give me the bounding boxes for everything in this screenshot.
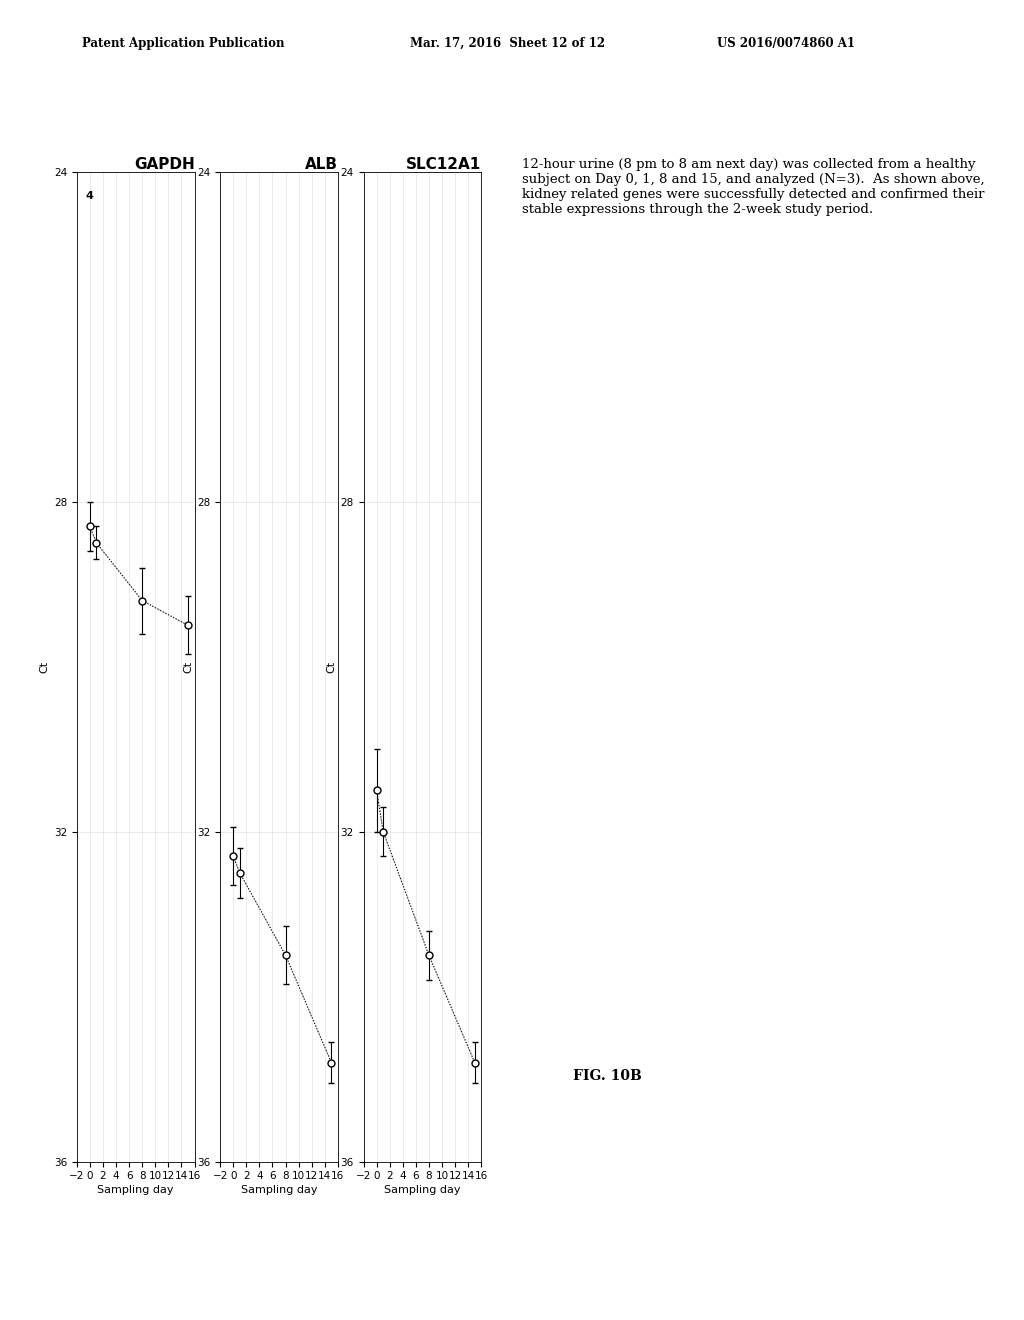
X-axis label: Sampling day: Sampling day	[241, 1185, 317, 1196]
X-axis label: Sampling day: Sampling day	[97, 1185, 174, 1196]
Text: Mar. 17, 2016  Sheet 12 of 12: Mar. 17, 2016 Sheet 12 of 12	[410, 37, 605, 50]
Y-axis label: Ct: Ct	[40, 660, 49, 673]
Text: SLC12A1: SLC12A1	[407, 157, 481, 172]
Y-axis label: Ct: Ct	[327, 660, 336, 673]
Text: Patent Application Publication: Patent Application Publication	[82, 37, 285, 50]
Text: ALB: ALB	[305, 157, 338, 172]
Text: GAPDH: GAPDH	[134, 157, 195, 172]
Text: 12-hour urine (8 pm to 8 am next day) was collected from a healthy
subject on Da: 12-hour urine (8 pm to 8 am next day) wa…	[522, 158, 985, 216]
Y-axis label: Ct: Ct	[183, 660, 193, 673]
Text: FIG. 10B: FIG. 10B	[573, 1069, 642, 1084]
Text: 4: 4	[86, 191, 94, 202]
X-axis label: Sampling day: Sampling day	[384, 1185, 461, 1196]
Text: US 2016/0074860 A1: US 2016/0074860 A1	[717, 37, 855, 50]
